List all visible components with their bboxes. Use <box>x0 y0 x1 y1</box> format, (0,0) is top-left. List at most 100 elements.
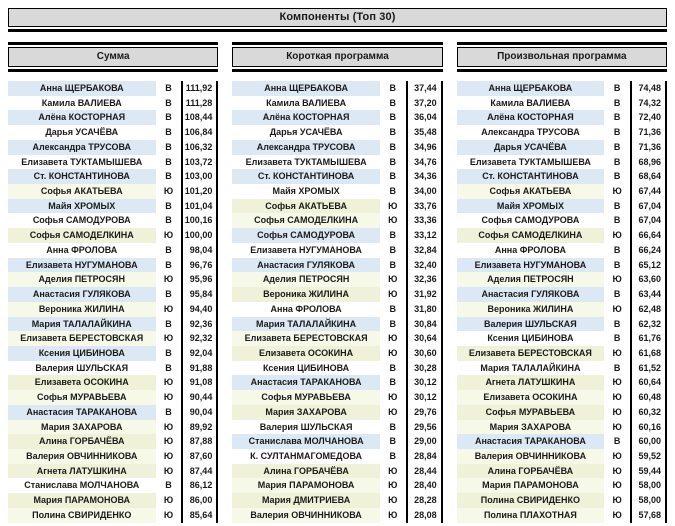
score-cell: 30,12 <box>405 390 443 405</box>
score-cell: 34,36 <box>405 169 443 185</box>
category-cell: Ю <box>155 272 182 288</box>
skater-name-cell: Камила ВАЛИЕВА <box>8 95 156 111</box>
skater-name-cell: Валерия ШУЛЬСКАЯ <box>8 360 156 376</box>
table-row: Анастасия ТАРАКАНОВА В 90,04 <box>8 404 219 420</box>
category-cell: В <box>155 169 182 185</box>
table-row: Мария ЗАХАРОВА Ю 29,76 <box>232 404 443 420</box>
table-row: Ксения ЦИБИНОВА В 61,76 <box>456 331 667 346</box>
skater-name-cell: Майя ХРОМЫХ <box>456 198 605 214</box>
table-row: Валерия ОВЧИННИКОВА Ю 87,60 <box>8 448 219 464</box>
category-cell: В <box>155 345 182 361</box>
table-row: Софья САМОДЕЛКИНА Ю 66,64 <box>456 228 667 243</box>
title-underline <box>8 29 667 32</box>
table-row: Анастасия ТАРАКАНОВА В 60,00 <box>456 434 667 449</box>
category-cell: В <box>379 360 406 376</box>
category-cell: Ю <box>155 448 182 464</box>
score-cell: 59,52 <box>630 448 667 464</box>
score-cell: 60,32 <box>630 404 667 420</box>
score-cell: 86,00 <box>181 493 219 508</box>
score-cell: 32,36 <box>405 272 443 288</box>
table-row: Дарья УСАЧЁВА В 71,36 <box>456 139 667 155</box>
skater-name-cell: Александра ТРУСОВА <box>232 139 380 155</box>
column-header-short-program: Короткая программа <box>232 47 443 67</box>
skater-name-cell: Вероника ЖИЛИНА <box>232 287 380 302</box>
table-row: Алёна КОСТОРНАЯ В 72,40 <box>456 110 667 126</box>
skater-name-cell: Дарья УСАЧЁВА <box>8 125 156 140</box>
category-cell: Ю <box>379 345 406 361</box>
category-cell: В <box>604 95 631 111</box>
category-cell: В <box>379 139 406 155</box>
table-row: Валерия ШУЛЬСКАЯ В 29,56 <box>232 419 443 435</box>
skater-name-cell: Софья САМОДЕЛКИНА <box>8 228 156 243</box>
score-cell: 63,44 <box>630 287 667 302</box>
category-cell: Ю <box>379 463 406 479</box>
table-row: Мария ПАРАМОНОВА Ю 58,00 <box>456 478 667 494</box>
table-row: Елизавета НУГУМАНОВА В 32,84 <box>232 242 443 258</box>
report-title: Компоненты (Топ 30) <box>279 11 396 23</box>
score-cell: 28,40 <box>405 478 443 494</box>
table-row: Ст. КОНСТАНТИНОВА В 68,64 <box>456 169 667 185</box>
category-cell: В <box>379 375 406 391</box>
table-row: Агнета ЛАТУШКИНА Ю 87,44 <box>8 463 219 479</box>
score-cell: 72,40 <box>630 110 667 126</box>
table-row: Софья САМОДЕЛКИНА Ю 33,36 <box>232 213 443 229</box>
skater-name-cell: Мария ТАЛАЛАЙКИНА <box>456 360 605 376</box>
score-cell: 60,16 <box>630 419 667 435</box>
skater-name-cell: Елизавета ТУКТАМЫШЕВА <box>8 154 156 170</box>
skater-name-cell: Ст. КОНСТАНТИНОВА <box>8 169 156 185</box>
skater-name-cell: Агнета ЛАТУШКИНА <box>8 463 156 479</box>
category-cell: Ю <box>379 478 406 494</box>
header-rule-top <box>232 42 443 45</box>
table-row: Александра ТРУСОВА В 71,36 <box>456 125 667 140</box>
category-cell: В <box>155 125 182 140</box>
skater-name-cell: Анастасия ГУЛЯКОВА <box>8 287 156 302</box>
skater-name-cell: Ксения ЦИБИНОВА <box>8 345 156 361</box>
skater-name-cell: Мария ТАЛАЛАЙКИНА <box>232 316 380 332</box>
category-cell: В <box>379 81 406 96</box>
skater-name-cell: Анна ЩЕРБАКОВА <box>232 81 380 96</box>
skater-name-cell: Станислава МОЛЧАНОВА <box>8 478 156 494</box>
skater-name-cell: Софья МУРАВЬЕВА <box>456 404 605 420</box>
category-cell: Ю <box>604 272 631 288</box>
table-row: Майя ХРОМЫХ В 101,04 <box>8 198 219 214</box>
score-cell: 34,96 <box>405 139 443 155</box>
category-cell: Ю <box>155 507 182 523</box>
score-cell: 89,92 <box>181 419 219 435</box>
column-short-program: Короткая программа Анна ЩЕРБАКОВА В 37,4… <box>232 42 443 523</box>
skater-name-cell: Софья САМОДЕЛКИНА <box>456 228 605 243</box>
table-row: Валерия ОВЧИННИКОВА Ю 28,08 <box>232 507 443 523</box>
skater-name-cell: Валерия ОВЧИННИКОВА <box>232 507 380 523</box>
skater-name-cell: Валерия ШУЛЬСКАЯ <box>232 419 380 435</box>
category-cell: В <box>604 169 631 185</box>
score-cell: 30,60 <box>405 345 443 361</box>
skater-name-cell: Елизавета НУГУМАНОВА <box>8 257 156 273</box>
table-row: Алёна КОСТОРНАЯ В 36,04 <box>232 110 443 126</box>
table-row: Мария ТАЛАЛАЙКИНА В 30,84 <box>232 316 443 332</box>
score-cell: 58,00 <box>630 493 667 508</box>
table-row: К. СУЛТАНМАГОМЕДОВА В 28,84 <box>232 448 443 464</box>
skater-name-cell: Мария ПАРАМОНОВА <box>8 493 156 508</box>
skater-name-cell: Дарья УСАЧЁВА <box>456 139 605 155</box>
table-row: Елизавета ТУКТАМЫШЕВА В 68,96 <box>456 154 667 170</box>
skater-name-cell: Софья МУРАВЬЕВА <box>232 390 380 405</box>
score-cell: 62,32 <box>630 316 667 332</box>
skater-name-cell: Елизавета БЕРЕСТОВСКАЯ <box>8 331 156 346</box>
score-cell: 74,48 <box>630 81 667 96</box>
column-header-free-program: Произвольная программа <box>456 47 667 67</box>
skater-name-cell: Валерия ШУЛЬСКАЯ <box>456 316 605 332</box>
score-cell: 91,88 <box>181 360 219 376</box>
category-cell: Ю <box>604 345 631 361</box>
header-rule-bottom <box>8 69 219 72</box>
category-cell: В <box>379 448 406 464</box>
skater-name-cell: Алина ГОРБАЧЁВА <box>456 463 605 479</box>
table-row: Софья МУРАВЬЕВА Ю 60,32 <box>456 404 667 420</box>
table-row: Ст. КОНСТАНТИНОВА В 34,36 <box>232 169 443 185</box>
category-cell: В <box>155 139 182 155</box>
header-rule-bottom <box>456 69 667 72</box>
score-cell: 68,96 <box>630 154 667 170</box>
category-cell: Ю <box>604 419 631 435</box>
table-row: Станислава МОЛЧАНОВА В 29,00 <box>232 434 443 449</box>
table-row: Мария ПАРАМОНОВА Ю 28,40 <box>232 478 443 494</box>
category-cell: В <box>604 139 631 155</box>
category-cell: Ю <box>155 301 182 317</box>
